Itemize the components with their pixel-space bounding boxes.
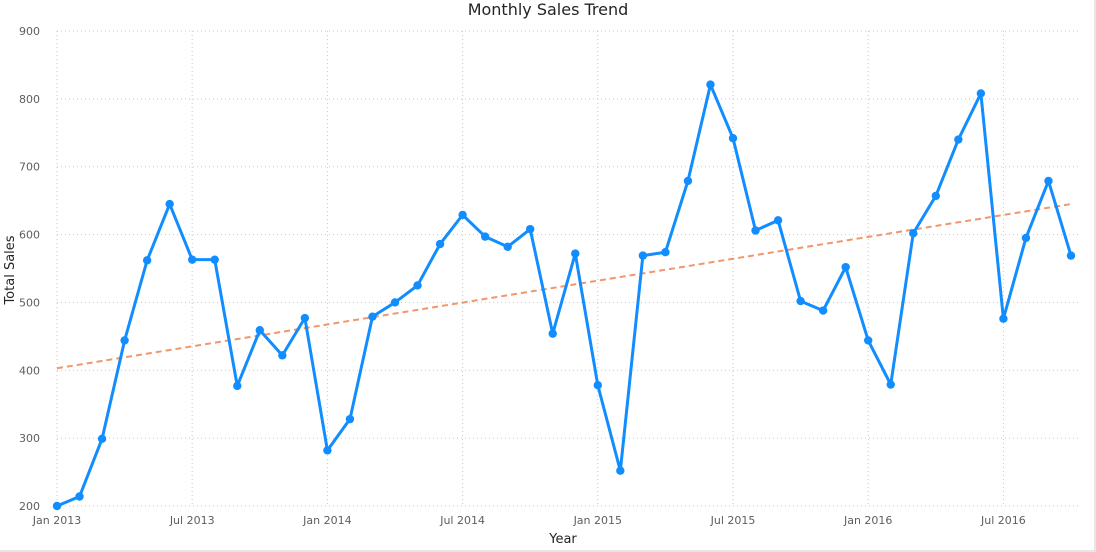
grid-lines: [56, 30, 1078, 507]
x-tick-label: Jan 2016: [843, 514, 892, 527]
data-point[interactable]: [886, 380, 895, 389]
y-tick-label: 900: [19, 25, 40, 38]
data-point[interactable]: [120, 336, 129, 345]
x-axis-ticks: Jan 2013 Jul 2013 Jan 2014 Jul 2014 Jan 2015…: [32, 514, 1026, 527]
data-point[interactable]: [593, 381, 602, 390]
data-point[interactable]: [210, 255, 219, 264]
y-tick-label: 600: [19, 229, 40, 242]
frame-edge-right: [1094, 0, 1096, 552]
data-point[interactable]: [818, 306, 828, 315]
data-point[interactable]: [368, 312, 377, 321]
data-point[interactable]: [841, 262, 850, 272]
series-line: [56, 83, 1073, 508]
data-point[interactable]: [683, 176, 693, 186]
data-point[interactable]: [75, 492, 84, 501]
y-axis-ticks: 200 300 400 500 600 700 800 900: [19, 25, 40, 513]
data-point[interactable]: [165, 199, 174, 209]
data-point[interactable]: [390, 298, 400, 307]
data-point[interactable]: [571, 249, 580, 258]
y-tick-label: 300: [19, 432, 40, 445]
data-point[interactable]: [233, 381, 242, 391]
data-point[interactable]: [413, 281, 422, 290]
data-point[interactable]: [1044, 176, 1053, 186]
data-point[interactable]: [728, 134, 738, 143]
data-point[interactable]: [142, 256, 152, 265]
data-point[interactable]: [1066, 251, 1076, 260]
x-tick-label: Jul 2013: [169, 514, 215, 527]
x-tick-label: Jan 2013: [32, 514, 81, 527]
series-group: [52, 80, 1076, 511]
data-point[interactable]: [255, 326, 264, 335]
data-point[interactable]: [1021, 233, 1031, 243]
data-point[interactable]: [864, 336, 873, 345]
data-point[interactable]: [188, 255, 197, 264]
trend-line: [56, 203, 1072, 370]
data-point[interactable]: [323, 446, 332, 455]
data-point[interactable]: [526, 224, 535, 234]
chart-title: Monthly Sales Trend: [467, 0, 629, 19]
data-point[interactable]: [97, 434, 107, 444]
data-point[interactable]: [503, 242, 512, 251]
data-point[interactable]: [616, 466, 625, 475]
data-point[interactable]: [773, 216, 783, 225]
data-point[interactable]: [796, 296, 805, 306]
data-point[interactable]: [976, 89, 986, 98]
data-point[interactable]: [345, 414, 355, 424]
data-point[interactable]: [706, 80, 715, 89]
y-tick-label: 700: [19, 161, 40, 174]
y-tick-label: 200: [19, 500, 40, 513]
data-point[interactable]: [300, 313, 310, 323]
data-point[interactable]: [548, 329, 557, 338]
trend-line-group: [56, 203, 1072, 370]
x-tick-label: Jan 2015: [573, 514, 622, 527]
data-point[interactable]: [52, 501, 62, 511]
y-tick-label: 400: [19, 364, 40, 377]
y-tick-label: 500: [19, 296, 40, 309]
x-tick-label: Jul 2015: [710, 514, 756, 527]
data-point[interactable]: [661, 248, 670, 257]
x-axis-title: Year: [548, 532, 577, 547]
x-tick-label: Jul 2014: [439, 514, 485, 527]
data-point[interactable]: [751, 226, 760, 235]
x-tick-label: Jan 2014: [302, 514, 351, 527]
frame-edge-bottom: [0, 550, 1096, 552]
data-point[interactable]: [954, 135, 963, 144]
data-point[interactable]: [278, 351, 287, 360]
data-point[interactable]: [909, 229, 918, 238]
y-axis-title: Total Sales: [3, 235, 18, 305]
y-tick-label: 800: [19, 93, 40, 106]
data-point[interactable]: [458, 210, 467, 220]
data-point[interactable]: [999, 314, 1008, 323]
data-point[interactable]: [435, 239, 445, 249]
x-tick-label: Jul 2016: [980, 514, 1026, 527]
data-point[interactable]: [638, 251, 648, 260]
data-point[interactable]: [480, 232, 490, 241]
data-point[interactable]: [931, 191, 940, 201]
